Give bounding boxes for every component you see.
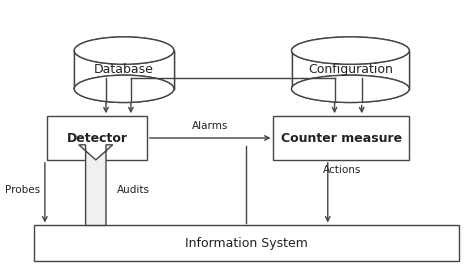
Polygon shape [292,51,409,89]
Text: Alarms: Alarms [192,121,228,131]
Bar [34,225,459,261]
Text: Probes: Probes [5,185,40,195]
Ellipse shape [74,37,174,64]
Bar [273,116,409,160]
Ellipse shape [74,75,174,102]
Ellipse shape [292,37,409,64]
Text: Information System: Information System [185,237,308,250]
Text: Detector: Detector [66,131,128,145]
Polygon shape [74,51,174,89]
Ellipse shape [292,75,409,102]
Text: Audits: Audits [117,185,150,195]
Ellipse shape [74,37,174,64]
Text: Counter measure: Counter measure [281,131,402,145]
Polygon shape [79,145,113,225]
Text: Configuration: Configuration [308,63,393,76]
Ellipse shape [292,75,409,102]
Ellipse shape [74,75,174,102]
Bar [47,116,147,160]
Text: Actions: Actions [323,165,362,175]
Ellipse shape [292,37,409,64]
Text: Database: Database [94,63,154,76]
